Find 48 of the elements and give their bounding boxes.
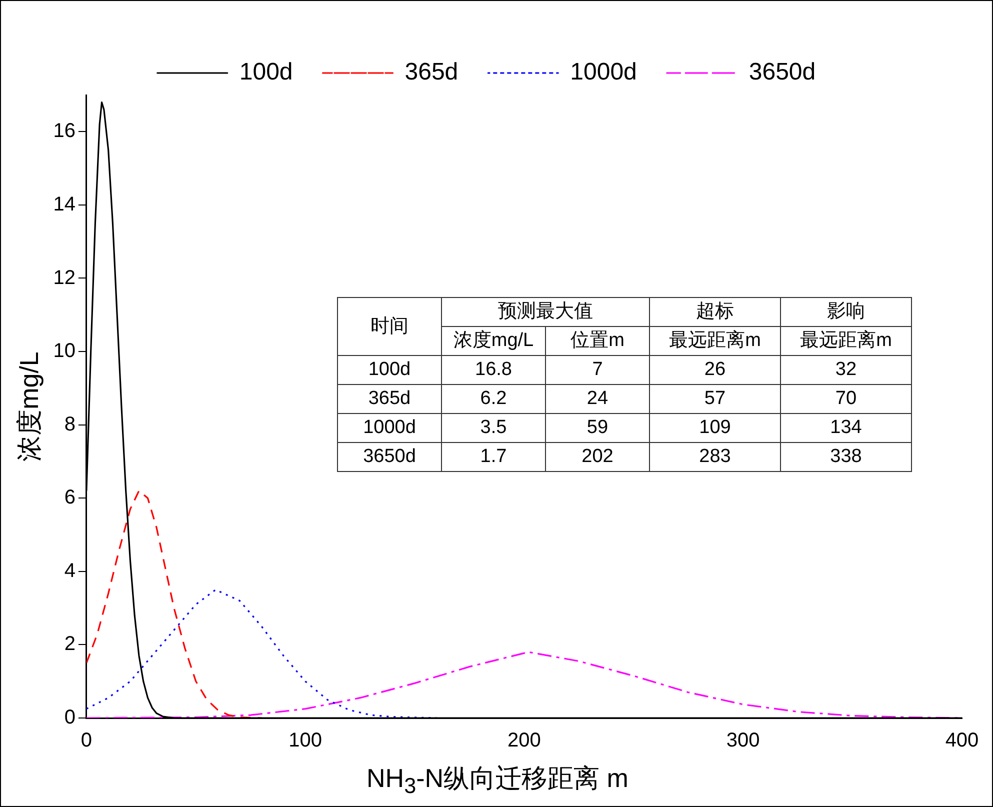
x-tick-label: 400 (945, 730, 979, 752)
y-tick-label: 6 (64, 486, 76, 509)
annotation: 1000d (338, 414, 442, 442)
annotation: 影响 (780, 298, 912, 326)
legend-label: 100d (239, 58, 293, 86)
annotation: 1.7 (442, 442, 546, 472)
y-axis-title: 浓度mg/L (14, 352, 44, 462)
y-tick-label: 4 (64, 560, 76, 582)
annotation: 134 (780, 414, 912, 442)
annotation: 16.8 (442, 356, 546, 384)
x-tick-label: 200 (508, 730, 541, 752)
annotation: 365d (338, 384, 442, 414)
annotation: 3.5 (442, 414, 546, 442)
x-tick-label: 300 (726, 730, 760, 752)
annotation: 338 (780, 442, 912, 472)
legend-label: 365d (404, 58, 458, 86)
annotation: 6.2 (442, 384, 546, 414)
annotation: 超标 (650, 298, 780, 326)
annotation: 浓度mg/L (442, 326, 546, 356)
y-tick-label: 10 (53, 340, 76, 362)
annotation: 59 (546, 414, 650, 442)
x-axis-title: NH$_{3}$-N纵向迁移距离 m (366, 762, 630, 800)
annotation: 57 (650, 384, 780, 414)
y-tick-label: 16 (53, 120, 76, 142)
annotation: 26 (650, 356, 780, 384)
annotation: 202 (546, 442, 650, 472)
x-tick-label: 0 (80, 730, 92, 752)
annotation: 最远距离m (780, 326, 912, 356)
annotation: 24 (546, 384, 650, 414)
annotation: 最远距离m (650, 326, 780, 356)
annotation: 70 (780, 384, 912, 414)
legend-label: 1000d (570, 58, 637, 86)
y-tick-label: 14 (53, 193, 76, 216)
y-tick-label: 12 (53, 266, 76, 289)
annotation: 位置m (546, 326, 650, 356)
annotation: 7 (546, 356, 650, 384)
annotation: 32 (780, 356, 912, 384)
annotation: 时间 (338, 298, 442, 356)
x-tick-label: 100 (288, 730, 322, 752)
legend-label: 3650d (748, 58, 816, 86)
annotation: 3650d (338, 442, 442, 472)
annotation: 100d (338, 356, 442, 384)
y-tick-label: 8 (64, 413, 76, 436)
annotation: 283 (650, 442, 780, 472)
annotation: 预测最大值 (442, 298, 650, 326)
annotation: 109 (650, 414, 780, 442)
y-tick-label: 2 (64, 633, 76, 656)
y-tick-label: 0 (64, 706, 76, 729)
